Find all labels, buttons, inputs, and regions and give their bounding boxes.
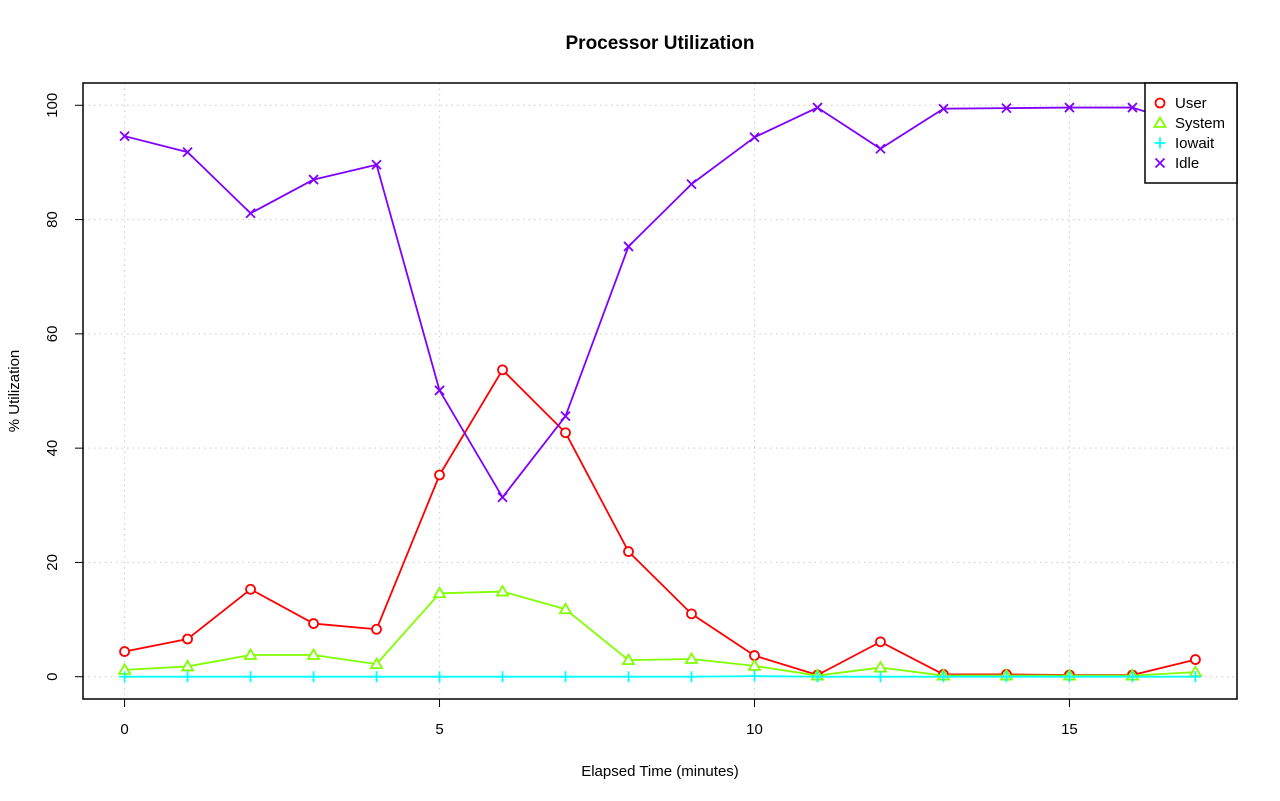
legend-item-user: User bbox=[1154, 95, 1207, 112]
data-point-system bbox=[747, 658, 762, 671]
data-point-user bbox=[182, 633, 193, 645]
series-layer bbox=[117, 102, 1203, 683]
data-point-iowait bbox=[497, 671, 509, 683]
series-line-idle bbox=[124, 106, 1196, 499]
data-point-idle bbox=[875, 143, 886, 154]
legend-marker-system bbox=[1152, 115, 1168, 128]
data-point-user bbox=[875, 636, 886, 648]
data-point-idle bbox=[1064, 102, 1075, 113]
legend-label-user: User bbox=[1175, 95, 1207, 112]
data-point-iowait bbox=[1126, 671, 1138, 683]
data-point-system bbox=[558, 601, 573, 615]
legend-item-idle: Idle bbox=[1154, 155, 1199, 172]
data-point-idle bbox=[686, 179, 697, 190]
y-axis-label: % Utilization bbox=[6, 350, 23, 433]
series-iowait bbox=[119, 670, 1201, 683]
legend: User System Iowait Idle bbox=[1144, 82, 1238, 184]
legend-item-system: System bbox=[1152, 115, 1225, 132]
data-point-iowait bbox=[1063, 671, 1075, 683]
data-point-idle bbox=[1127, 102, 1138, 113]
series-line-system bbox=[124, 590, 1196, 677]
data-point-user bbox=[686, 608, 697, 620]
data-point-idle bbox=[1001, 103, 1012, 114]
data-point-idle bbox=[245, 208, 256, 219]
data-point-system bbox=[873, 660, 888, 673]
data-point-idle bbox=[371, 159, 382, 170]
data-point-user bbox=[623, 546, 634, 557]
plot-frame bbox=[82, 82, 1238, 700]
data-point-idle bbox=[497, 492, 508, 503]
legend-label-idle: Idle bbox=[1175, 155, 1199, 172]
legend-marker-idle bbox=[1154, 157, 1166, 169]
legend-marker-user bbox=[1154, 97, 1166, 109]
y-tick-label: 80 bbox=[44, 211, 61, 228]
data-point-idle bbox=[308, 174, 319, 185]
data-point-iowait bbox=[874, 671, 886, 683]
data-point-idle bbox=[749, 132, 760, 143]
y-tick-label: 100 bbox=[44, 93, 61, 118]
grid bbox=[83, 83, 1237, 699]
y-tick-label: 60 bbox=[44, 326, 61, 343]
data-point-idle bbox=[434, 385, 445, 396]
data-point-idle bbox=[560, 411, 571, 422]
data-point-user bbox=[560, 427, 571, 439]
data-point-system bbox=[684, 651, 699, 664]
data-point-user bbox=[434, 469, 445, 481]
series-idle bbox=[119, 102, 1201, 503]
data-point-user bbox=[497, 364, 508, 376]
y-tick-label: 20 bbox=[44, 554, 61, 571]
y-tick-label: 0 bbox=[44, 673, 61, 681]
y-axis: 0 20 40 60 80 100 bbox=[44, 93, 84, 681]
series-system bbox=[117, 584, 1203, 681]
data-point-idle bbox=[623, 241, 634, 252]
data-point-user bbox=[371, 623, 382, 635]
y-tick-label: 40 bbox=[44, 440, 61, 457]
data-point-iowait bbox=[623, 671, 635, 683]
data-point-user bbox=[245, 583, 256, 595]
data-point-system bbox=[243, 647, 258, 660]
data-point-iowait bbox=[308, 671, 320, 683]
data-point-iowait bbox=[1189, 671, 1201, 683]
series-user bbox=[119, 364, 1201, 681]
x-tick-label: 10 bbox=[746, 721, 763, 738]
series-line-user bbox=[124, 368, 1196, 676]
data-point-user bbox=[308, 618, 319, 629]
data-point-system bbox=[432, 585, 447, 599]
x-axis-label: Elapsed Time (minutes) bbox=[581, 763, 739, 780]
data-point-iowait bbox=[560, 671, 572, 683]
x-tick-label: 5 bbox=[435, 721, 443, 738]
data-point-system bbox=[369, 656, 384, 670]
x-axis: 0 5 10 15 bbox=[120, 698, 1078, 738]
data-point-idle bbox=[119, 131, 130, 142]
x-tick-label: 0 bbox=[120, 721, 128, 738]
legend-marker-iowait bbox=[1154, 137, 1166, 149]
data-point-iowait bbox=[937, 671, 949, 683]
data-point-iowait bbox=[182, 671, 194, 683]
chart-title: Processor Utilization bbox=[566, 33, 755, 54]
data-point-system bbox=[180, 659, 195, 672]
legend-label-system: System bbox=[1175, 115, 1225, 132]
data-point-iowait bbox=[811, 671, 823, 683]
data-point-iowait bbox=[685, 671, 697, 683]
data-point-idle bbox=[938, 103, 949, 114]
data-point-system bbox=[495, 584, 510, 597]
data-point-iowait bbox=[371, 671, 383, 683]
data-point-system bbox=[306, 647, 321, 660]
data-point-iowait bbox=[434, 671, 446, 683]
data-point-system bbox=[621, 652, 636, 666]
legend-label-iowait: Iowait bbox=[1175, 135, 1215, 152]
data-point-iowait bbox=[1000, 671, 1012, 683]
data-point-idle bbox=[182, 147, 193, 158]
data-point-idle bbox=[812, 102, 823, 113]
series-line-iowait bbox=[124, 675, 1196, 678]
data-point-user bbox=[119, 646, 130, 657]
x-tick-label: 15 bbox=[1061, 721, 1078, 738]
data-point-iowait bbox=[119, 671, 131, 683]
data-point-iowait bbox=[748, 670, 760, 682]
data-point-user bbox=[1190, 654, 1201, 665]
legend-item-iowait: Iowait bbox=[1154, 135, 1215, 152]
data-point-iowait bbox=[245, 671, 257, 683]
